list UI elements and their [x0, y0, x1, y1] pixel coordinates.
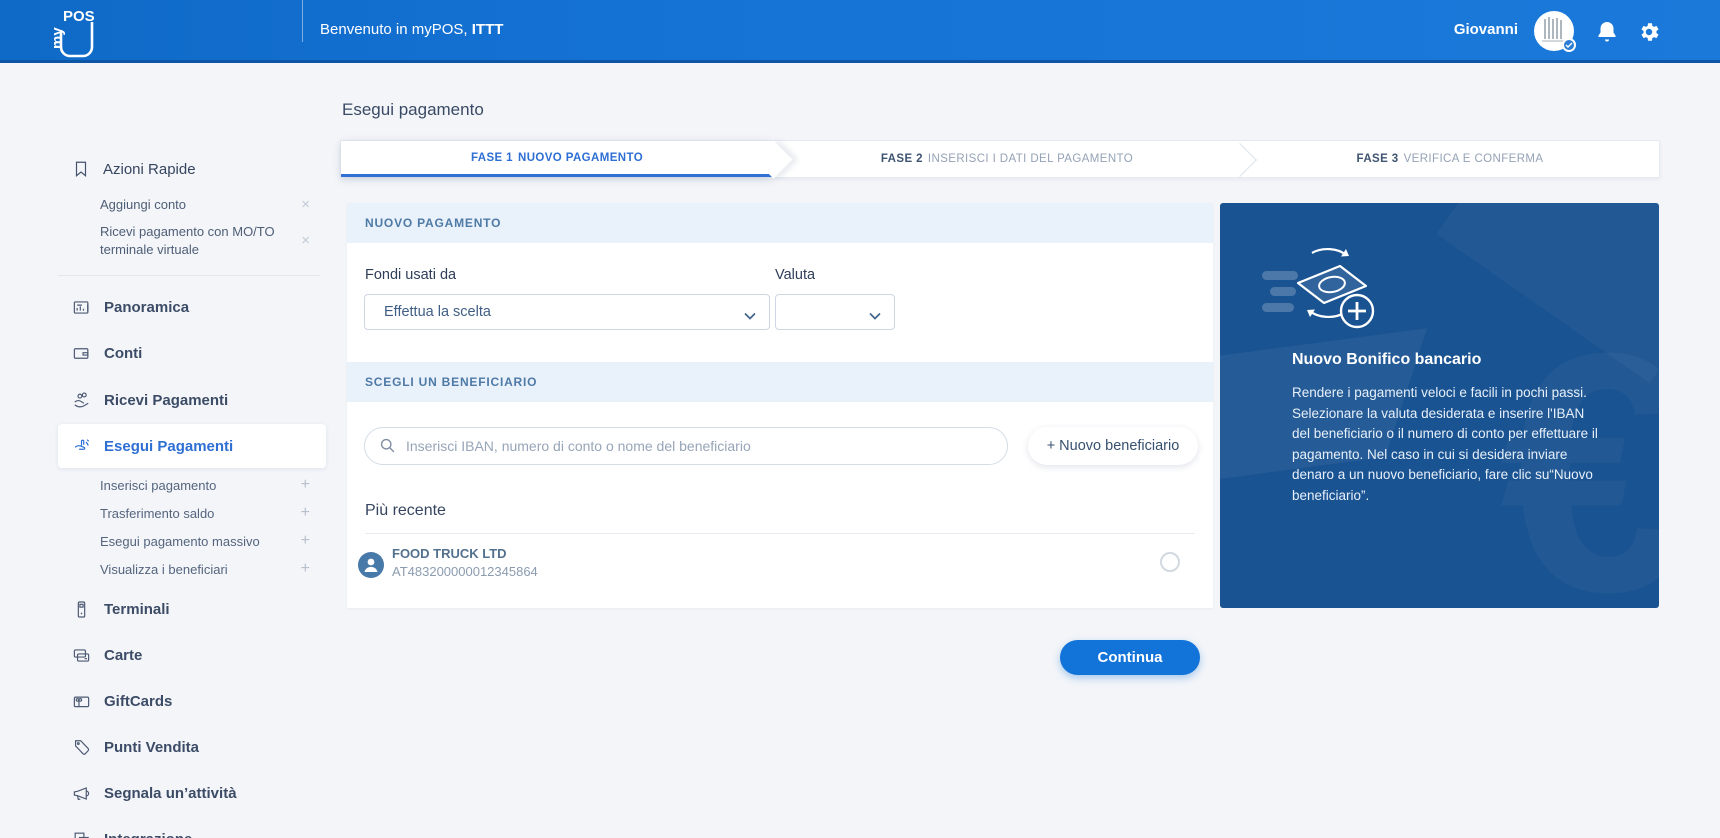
funds-select[interactable]: Effettua la scelta — [364, 294, 770, 330]
search-icon — [379, 437, 396, 459]
sidebar-subitem-visualizza-beneficiari[interactable]: Visualizza i beneficiari + — [100, 560, 310, 577]
notifications-bell-icon[interactable] — [1595, 19, 1619, 50]
svg-text:my: my — [50, 27, 66, 49]
funds-label: Fondi usati da — [365, 267, 457, 283]
terminal-icon — [77, 600, 86, 618]
giftcard-icon — [73, 696, 90, 707]
overview-icon — [73, 300, 89, 314]
expand-plus-icon[interactable]: + — [300, 476, 310, 493]
beneficiary-iban: AT483200000012345864 — [392, 564, 538, 579]
beneficiary-search-input[interactable] — [364, 427, 1008, 465]
header-divider — [302, 0, 303, 42]
continue-button[interactable]: Continua — [1060, 640, 1200, 675]
sidebar-item-punti-vendita[interactable]: Punti Vendita — [72, 724, 318, 770]
remove-quick-action-icon[interactable]: × — [301, 232, 310, 249]
remove-quick-action-icon[interactable]: × — [301, 195, 310, 213]
avatar[interactable] — [1534, 11, 1576, 52]
wizard-steps-bar: FASE 1 NUOVO PAGAMENTO FASE 2 INSERISCI I … — [340, 140, 1660, 178]
section-header-scegli-beneficiario: SCEGLI UN BENEFICIARIO — [347, 362, 1213, 402]
chevron-down-icon — [869, 308, 881, 324]
cards-icon — [73, 648, 90, 662]
welcome-message: Benvenuto in myPOS, ITTT — [320, 21, 504, 38]
username[interactable]: Giovanni — [1453, 21, 1518, 38]
mypos-logo[interactable]: POS my — [49, 6, 100, 58]
promo-title: Nuovo Bonifico bancario — [1292, 351, 1482, 368]
top-header-bar: POS my Benvenuto in myPOS, ITTT Giovanni — [0, 0, 1720, 63]
beneficiary-radio[interactable] — [1160, 552, 1180, 572]
make-payments-icon — [74, 438, 90, 450]
expand-plus-icon[interactable]: + — [300, 504, 310, 521]
beneficiary-search — [364, 427, 1008, 465]
sidebar-subitem-pagamento-massivo[interactable]: Esegui pagamento massivo + — [100, 532, 310, 549]
sidebar-item-conti[interactable]: Conti — [72, 330, 318, 376]
promo-description: Rendere i pagamenti veloci e facili in p… — [1292, 385, 1598, 503]
sidebar-subitem-trasferimento-saldo[interactable]: Trasferimento saldo + — [100, 504, 310, 521]
sidebar-item-terminali[interactable]: Terminali — [72, 586, 318, 632]
sidebar-item-ricevi-pagamenti[interactable]: Ricevi Pagamenti — [72, 377, 318, 423]
quick-actions-title: Azioni Rapide — [72, 151, 318, 187]
page-title: Esegui pagamento — [342, 100, 484, 119]
sidebar-item-esegui-pagamenti-active[interactable]: Esegui Pagamenti — [58, 424, 326, 468]
beneficiary-row[interactable]: FOOD TRUCK LTD AT483200000012345864 — [347, 537, 1213, 593]
expand-plus-icon[interactable]: + — [300, 532, 310, 549]
payment-form-card: NUOVO PAGAMENTO Fondi usati da Effettua … — [347, 203, 1213, 608]
currency-label: Valuta — [775, 267, 816, 283]
sidebar-subitem-inserisci-pagamento[interactable]: Inserisci pagamento + — [100, 476, 310, 493]
beneficiary-avatar-icon — [358, 552, 384, 578]
svg-text:POS: POS — [63, 8, 95, 25]
new-beneficiary-button[interactable]: + Nuovo beneficiario — [1028, 427, 1198, 465]
receive-payments-icon — [74, 391, 89, 407]
settings-gear-icon[interactable] — [1637, 19, 1661, 50]
recent-title: Più recente — [365, 502, 446, 519]
verified-badge-icon — [1562, 38, 1576, 52]
sidebar-item-integrazione[interactable]: Integrazione — [72, 816, 318, 838]
sidebar-divider — [58, 275, 320, 276]
wizard-step-1[interactable]: FASE 1 NUOVO PAGAMENTO — [341, 141, 773, 177]
megaphone-icon — [73, 786, 90, 800]
quick-action-aggiungi-conto[interactable]: Aggiungi conto × — [100, 195, 310, 213]
promo-panel: € Nuovo Bonifico bancario Rendere i paga… — [1220, 203, 1659, 608]
sidebar-item-giftcards[interactable]: GiftCards — [72, 678, 318, 724]
recent-divider — [365, 533, 1195, 534]
expand-plus-icon[interactable]: + — [300, 560, 310, 577]
quick-action-moto-terminale[interactable]: Ricevi pagamento con MO/TO terminale vir… — [100, 224, 310, 257]
wizard-step-2[interactable]: FASE 2 INSERISCI I DATI DEL PAGAMENTO — [880, 153, 1134, 165]
company-name: ITTT — [471, 21, 504, 38]
wizard-step-3[interactable]: FASE 3 VERIFICA E CONFERMA — [1356, 153, 1544, 165]
sidebar-item-carte[interactable]: Carte — [72, 632, 318, 678]
integration-icon — [74, 832, 89, 838]
bank-transfer-icon — [1260, 241, 1400, 351]
chevron-down-icon — [744, 308, 756, 324]
wallet-icon — [73, 347, 89, 359]
section-header-nuovo-pagamento: NUOVO PAGAMENTO — [347, 203, 1213, 243]
sidebar-item-segnala-attivita[interactable]: Segnala un’attività — [72, 770, 318, 816]
sidebar-item-panoramica[interactable]: Panoramica — [72, 284, 318, 330]
tag-icon — [74, 739, 90, 755]
currency-select[interactable] — [775, 294, 895, 330]
sidebar: Azioni Rapide Aggiungi conto × Ricevi pa… — [0, 63, 332, 838]
bookmark-icon — [75, 161, 87, 178]
beneficiary-name: FOOD TRUCK LTD — [392, 546, 507, 561]
